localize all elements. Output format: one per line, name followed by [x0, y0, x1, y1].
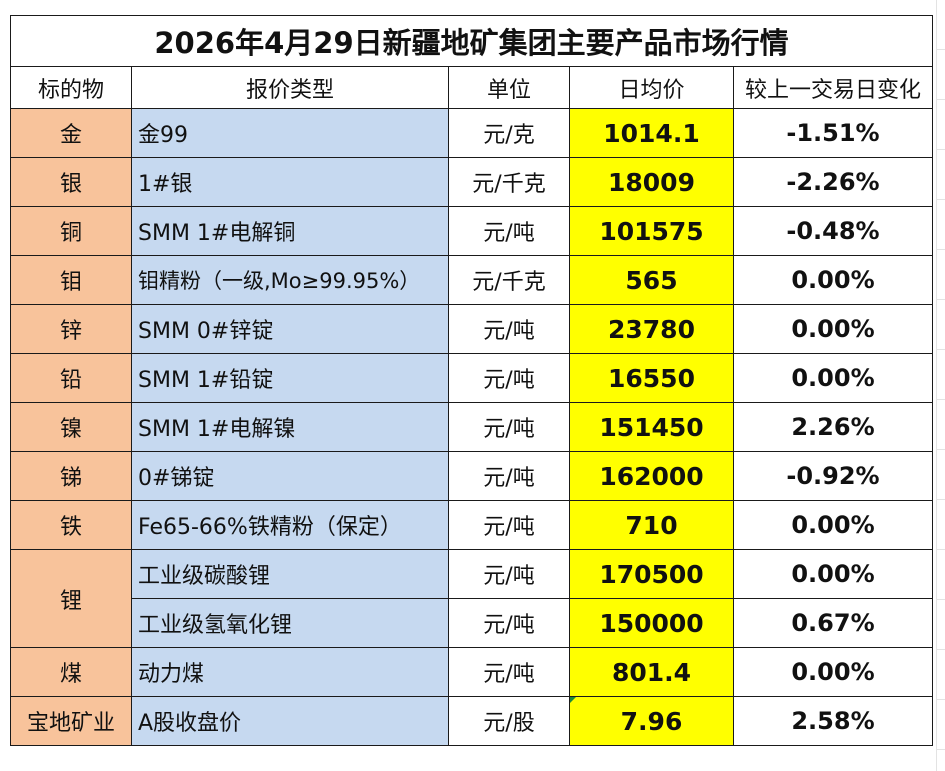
cell-name[interactable]: 宝地矿业 [10, 696, 132, 746]
cell-price[interactable]: 565 [569, 255, 734, 305]
table-row: 银 1#银 元/千克 18009 -2.26% [10, 157, 933, 207]
cell-change[interactable]: -0.92% [733, 451, 933, 501]
cell-unit[interactable]: 元/吨 [448, 206, 570, 256]
cell-unit[interactable]: 元/吨 [448, 500, 570, 550]
cell-unit[interactable]: 元/吨 [448, 598, 570, 648]
cell-unit[interactable]: 元/吨 [448, 451, 570, 501]
cell-name[interactable]: 煤 [10, 647, 132, 697]
table-row: 铅 SMM 1#铅锭 元/吨 16550 0.00% [10, 353, 933, 403]
cell-name[interactable]: 钼 [10, 255, 132, 305]
cell-price[interactable]: 1014.1 [569, 108, 734, 158]
table-row: 锂 工业级碳酸锂 元/吨 170500 0.00% [10, 549, 933, 648]
cell-type[interactable]: 0#锑锭 [131, 451, 449, 501]
cell-type[interactable]: 钼精粉（一级,Mo≥99.95%） [131, 255, 449, 305]
header-type[interactable]: 报价类型 [131, 66, 449, 109]
cell-type[interactable]: 金99 [131, 108, 449, 158]
table-row: 铜 SMM 1#电解铜 元/吨 101575 -0.48% [10, 206, 933, 256]
cell-type[interactable]: 工业级碳酸锂 [131, 549, 449, 599]
cell-unit[interactable]: 元/吨 [448, 304, 570, 354]
cell-type[interactable]: SMM 1#电解镍 [131, 402, 449, 452]
cell-price[interactable]: 16550 [569, 353, 734, 403]
cell-change[interactable]: -0.48% [733, 206, 933, 256]
header-name[interactable]: 标的物 [10, 66, 132, 109]
table-row: 镍 SMM 1#电解镍 元/吨 151450 2.26% [10, 402, 933, 452]
cell-type[interactable]: 动力煤 [131, 647, 449, 697]
table-row: 宝地矿业 A股收盘价 元/股 7.96 2.58% [10, 696, 933, 746]
cell-name[interactable]: 铅 [10, 353, 132, 403]
sheet-gridlines [936, 0, 945, 771]
cell-type[interactable]: A股收盘价 [131, 696, 449, 746]
cell-name[interactable]: 银 [10, 157, 132, 207]
cell-name[interactable]: 锂 [10, 549, 132, 648]
cell-change[interactable]: 0.00% [733, 353, 933, 403]
table-row: 铁 Fe65-66%铁精粉（保定） 元/吨 710 0.00% [10, 500, 933, 550]
cell-type[interactable]: Fe65-66%铁精粉（保定） [131, 500, 449, 550]
cell-type[interactable]: SMM 1#铅锭 [131, 353, 449, 403]
cell-price[interactable]: 101575 [569, 206, 734, 256]
table-row: 锑 0#锑锭 元/吨 162000 -0.92% [10, 451, 933, 501]
cell-change[interactable]: 2.58% [733, 696, 933, 746]
table-row: 锌 SMM 0#锌锭 元/吨 23780 0.00% [10, 304, 933, 354]
market-quote-table: 2026年4月29日新疆地矿集团主要产品市场行情 标的物 报价类型 单位 日均价… [10, 15, 933, 746]
cell-price[interactable]: 23780 [569, 304, 734, 354]
cell-name[interactable]: 金 [10, 108, 132, 158]
cell-price[interactable]: 710 [569, 500, 734, 550]
cell-price[interactable]: 162000 [569, 451, 734, 501]
cell-name[interactable]: 铜 [10, 206, 132, 256]
cell-unit[interactable]: 元/克 [448, 108, 570, 158]
cell-type[interactable]: 工业级氢氧化锂 [131, 598, 449, 648]
table-row: 煤 动力煤 元/吨 801.4 0.00% [10, 647, 933, 697]
cell-change[interactable]: 0.00% [733, 255, 933, 305]
header-change[interactable]: 较上一交易日变化 [733, 66, 933, 109]
header-unit[interactable]: 单位 [448, 66, 570, 109]
header-price[interactable]: 日均价 [569, 66, 734, 109]
table-row: 工业级氢氧化锂 元/吨 150000 0.67% [11, 598, 933, 648]
cell-price[interactable]: 18009 [569, 157, 734, 207]
cell-unit[interactable]: 元/千克 [448, 255, 570, 305]
cell-unit[interactable]: 元/千克 [448, 157, 570, 207]
cell-change[interactable]: 0.00% [733, 549, 933, 599]
cell-change[interactable]: 2.26% [733, 402, 933, 452]
cell-name[interactable]: 锑 [10, 451, 132, 501]
cell-price[interactable]: 170500 [569, 549, 734, 599]
cell-change[interactable]: -1.51% [733, 108, 933, 158]
cell-change[interactable]: 0.00% [733, 500, 933, 550]
cell-type[interactable]: SMM 1#电解铜 [131, 206, 449, 256]
cell-unit[interactable]: 元/吨 [448, 549, 570, 599]
cell-price[interactable]: 7.96 [569, 696, 734, 746]
cell-name[interactable]: 铁 [10, 500, 132, 550]
cell-price[interactable]: 801.4 [569, 647, 734, 697]
cell-price[interactable]: 151450 [569, 402, 734, 452]
cell-unit[interactable]: 元/吨 [448, 402, 570, 452]
cell-unit[interactable]: 元/吨 [448, 353, 570, 403]
table-row: 钼 钼精粉（一级,Mo≥99.95%） 元/千克 565 0.00% [10, 255, 933, 305]
cell-change[interactable]: 0.67% [733, 598, 933, 648]
table-title[interactable]: 2026年4月29日新疆地矿集团主要产品市场行情 [10, 15, 933, 67]
cell-name[interactable]: 锌 [10, 304, 132, 354]
cell-change[interactable]: 0.00% [733, 647, 933, 697]
cell-price[interactable]: 150000 [569, 598, 734, 648]
cell-type[interactable]: 1#银 [131, 157, 449, 207]
cell-change[interactable]: 0.00% [733, 304, 933, 354]
cell-unit[interactable]: 元/股 [448, 696, 570, 746]
cell-name[interactable]: 镍 [10, 402, 132, 452]
cell-type[interactable]: SMM 0#锌锭 [131, 304, 449, 354]
table-row: 金 金99 元/克 1014.1 -1.51% [10, 108, 933, 158]
cell-unit[interactable]: 元/吨 [448, 647, 570, 697]
cell-change[interactable]: -2.26% [733, 157, 933, 207]
